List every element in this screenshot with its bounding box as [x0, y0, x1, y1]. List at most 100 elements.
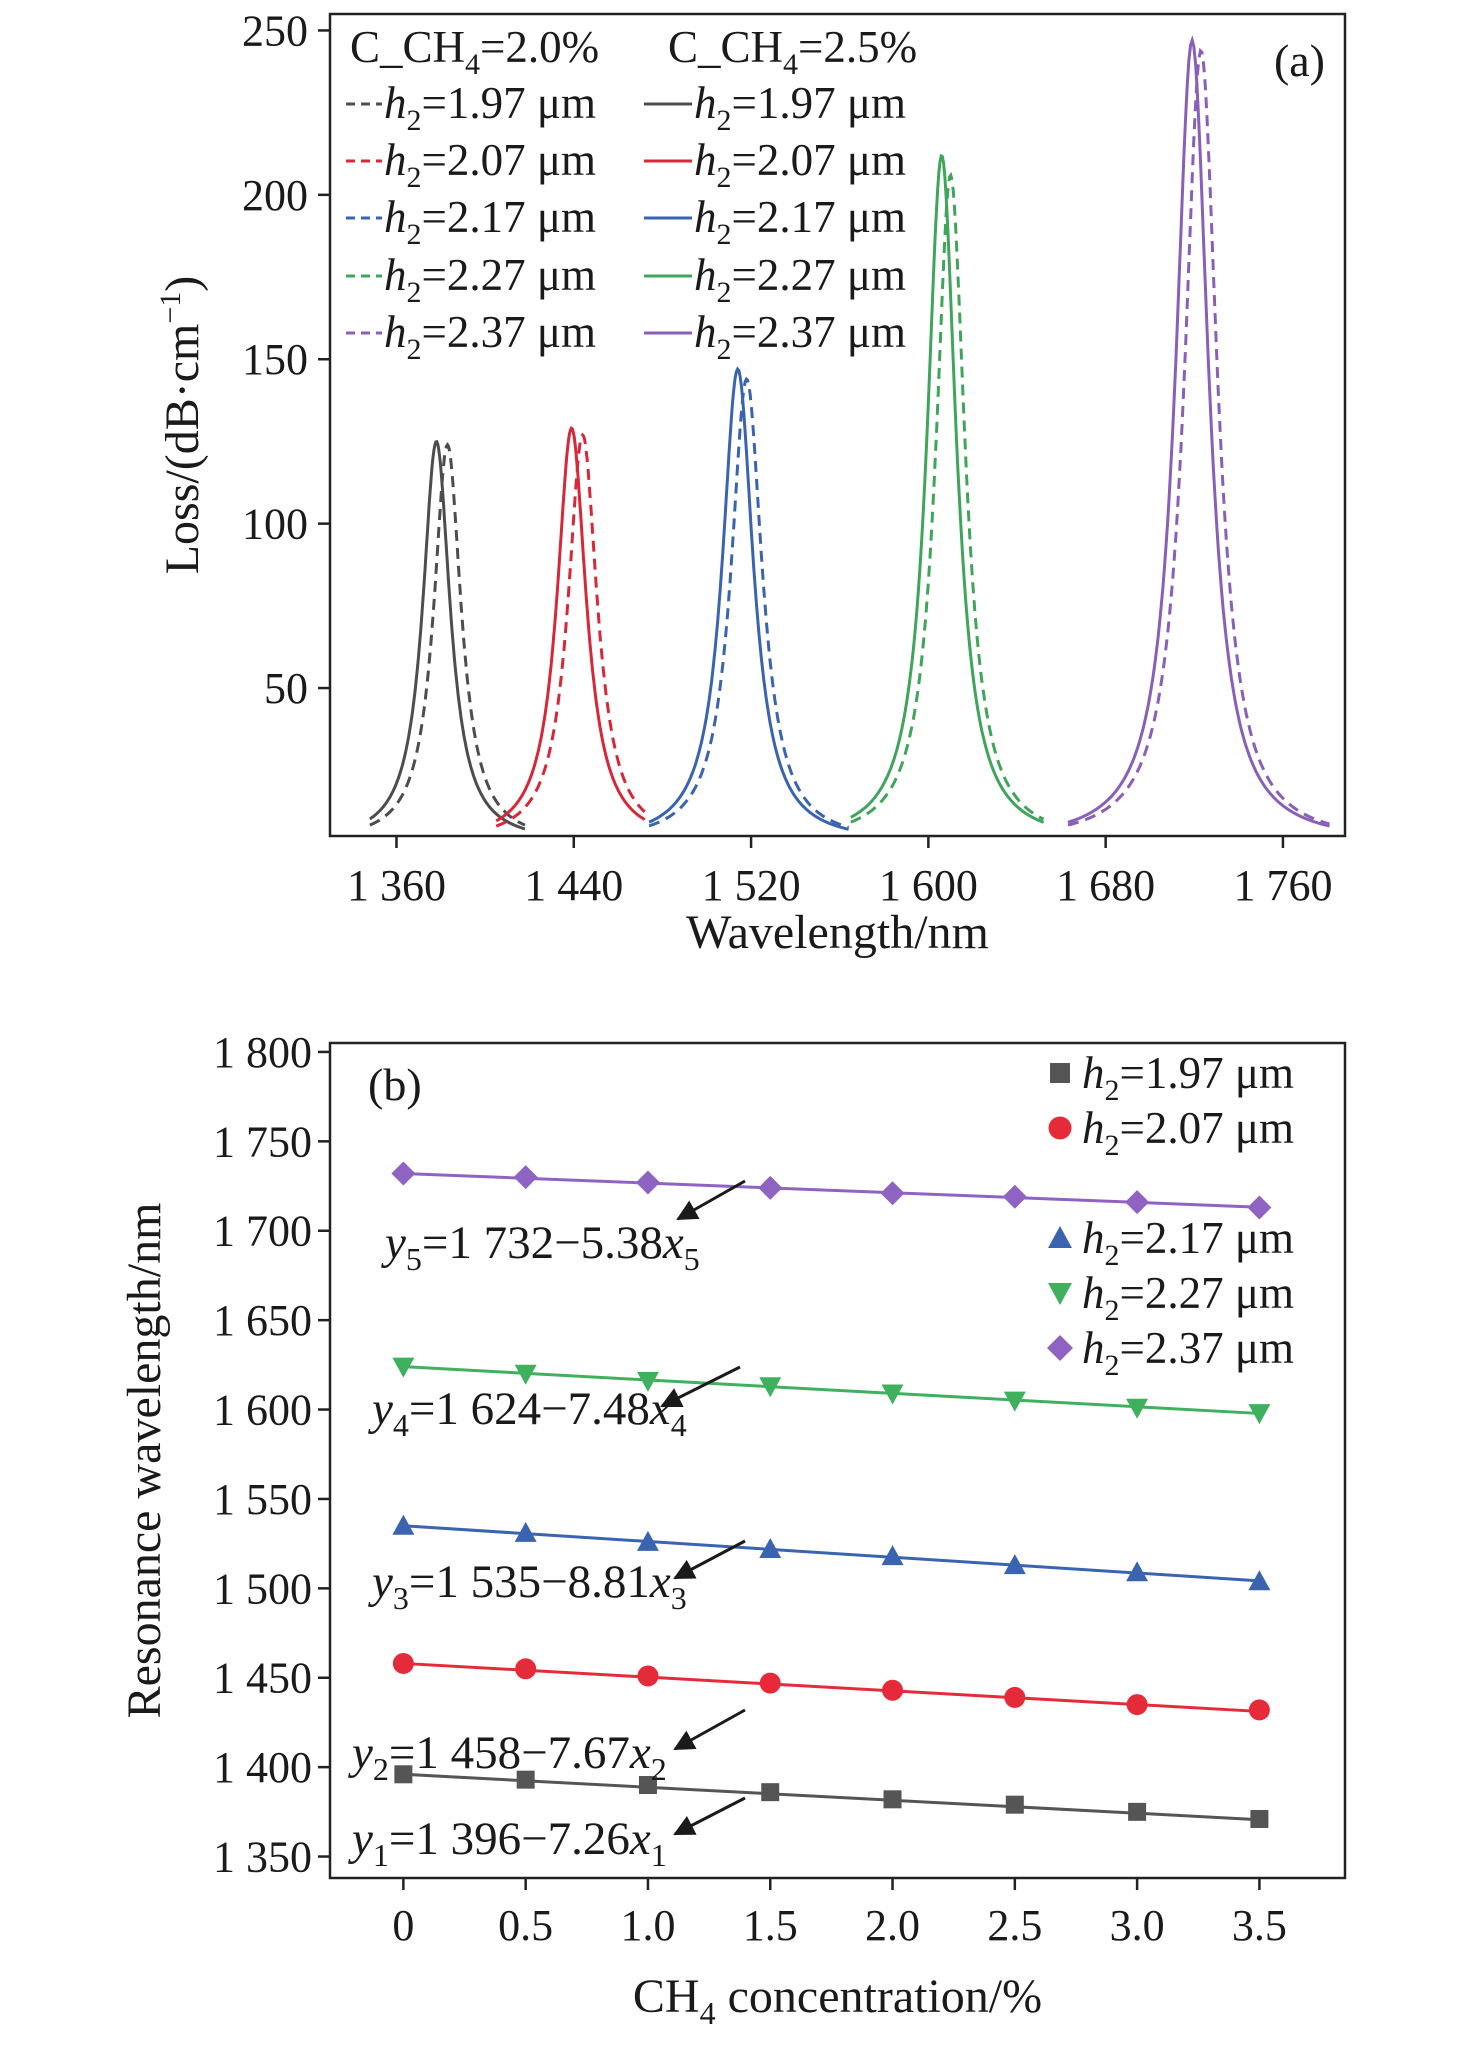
diamond-marker: [635, 1170, 660, 1195]
panel-label-b: (b): [368, 1059, 422, 1110]
diamond-marker: [391, 1161, 416, 1186]
square-marker: [883, 1790, 902, 1809]
triangle-down-marker: [514, 1364, 537, 1385]
triangle-down-marker: [1248, 1404, 1271, 1425]
x-axis-label: CH4 concentration/%: [633, 1970, 1042, 2031]
legend-entry-solid: h2=2.27 μm: [694, 250, 906, 309]
y-tick-label: 1 550: [213, 1475, 312, 1524]
series-line-1: [369, 442, 526, 827]
triangle-up-marker: [392, 1514, 415, 1535]
series-line-3: [495, 432, 646, 828]
panel-label-a: (a): [1274, 35, 1325, 86]
circle-marker: [392, 1652, 414, 1674]
x-axis-label: Wavelength/nm: [686, 906, 989, 959]
legend-entry: h2=2.17 μm: [1082, 1213, 1294, 1272]
legend-entry-solid: h2=2.07 μm: [694, 135, 906, 194]
y-tick-label: 200: [242, 171, 308, 220]
y-tick-label: 1 650: [213, 1296, 312, 1345]
triangle-up-marker: [1126, 1561, 1149, 1582]
diamond-marker: [1047, 1335, 1073, 1361]
series-line-8: [850, 153, 1045, 824]
y-tick-label: 100: [242, 500, 308, 549]
legend-entry: h2=2.37 μm: [1082, 1323, 1294, 1382]
diamond-marker: [1002, 1184, 1027, 1209]
triangle-down-marker: [636, 1371, 659, 1392]
triangle-up-marker: [1048, 1226, 1072, 1248]
chart-a: 1 360 1 440 1 520 1 600 1 680 1 760 50 100 150 20…: [154, 6, 1347, 959]
triangle-down-marker: [392, 1357, 415, 1378]
fit-equation-5: y5=1 732−5.38x5: [381, 1217, 700, 1277]
circle-marker: [882, 1679, 904, 1701]
fit-line-4: [403, 1365, 1260, 1415]
series-line-6: [648, 366, 849, 831]
circle-marker: [637, 1665, 659, 1687]
x-tick-label: 3.0: [1110, 1901, 1165, 1950]
legend-entry: h2=1.97 μm: [1082, 1048, 1294, 1107]
fit-equation-1: y1=1 396−7.26x1: [348, 1813, 667, 1873]
fit-line-3: [403, 1524, 1260, 1583]
triangle-down-marker: [1003, 1391, 1026, 1412]
legend-entry-solid: h2=2.17 μm: [694, 192, 906, 251]
x-tick-label: 1 600: [879, 861, 978, 910]
fit-line-2: [403, 1661, 1260, 1713]
square-marker: [1250, 1809, 1269, 1828]
y-tick-label: 1 500: [213, 1564, 312, 1613]
legend-entry: h2=2.27 μm: [1082, 1268, 1294, 1327]
circle-marker: [759, 1672, 781, 1694]
fit-equation-3: y3=1 535−8.81x3: [368, 1556, 687, 1616]
series-line-5: [648, 376, 850, 829]
series-line-10: [1067, 35, 1330, 828]
fit-line-5: [403, 1172, 1260, 1209]
fit-equation-2: y2=1 458−7.67x2: [348, 1727, 667, 1787]
plot-frame: [328, 1041, 1347, 1880]
triangle-down-marker: [759, 1377, 782, 1398]
legend-entry-dashed: h2=2.37 μm: [384, 307, 596, 366]
x-tick-label: 1 360: [347, 861, 446, 910]
series-line-2: [369, 439, 526, 831]
y-tick-label: 1 800: [213, 1028, 312, 1077]
diamond-marker: [1125, 1190, 1150, 1215]
annotation-arrow: [673, 1796, 746, 1836]
diamond-marker: [513, 1165, 538, 1190]
x-tick-label: 1.0: [620, 1901, 675, 1950]
annotation-arrow: [673, 1708, 746, 1751]
circle-marker: [1004, 1686, 1026, 1708]
y-tick-label: 1 350: [213, 1833, 312, 1882]
y-tick-label: 50: [264, 664, 308, 713]
square-marker: [1050, 1063, 1070, 1083]
triangle-up-marker: [1248, 1570, 1271, 1591]
y-tick-label: 1 450: [213, 1654, 312, 1703]
triangle-up-marker: [514, 1521, 537, 1542]
x-tick-label: 1.5: [743, 1901, 798, 1950]
triangle-down-marker: [881, 1384, 904, 1405]
circle-marker: [1126, 1694, 1148, 1716]
fit-line-1: [403, 1772, 1260, 1822]
series-line-4: [495, 426, 646, 823]
y-tick-label: 250: [242, 6, 308, 55]
annotation-arrow: [660, 1365, 741, 1408]
x-tick-label: 1 520: [702, 861, 801, 910]
plot-frame: [328, 12, 1347, 838]
y-tick-label: 150: [242, 335, 308, 384]
x-tick-label: 1 760: [1233, 861, 1332, 910]
triangle-up-marker: [1003, 1554, 1026, 1575]
x-tick-label: 3.5: [1232, 1901, 1287, 1950]
circle-marker: [1248, 1699, 1270, 1721]
x-tick-label: 0: [392, 1901, 414, 1950]
square-marker: [1128, 1802, 1147, 1821]
legend-entry-dashed: h2=2.17 μm: [384, 192, 596, 251]
legend-entry-dashed: h2=2.27 μm: [384, 250, 596, 309]
triangle-down-marker: [1126, 1398, 1149, 1419]
x-tick-label: 2.5: [987, 1901, 1042, 1950]
legend-a: C_CH4=2.0% C_CH4=2.5%h2=1.97 μm h2=1.97 μm…: [346, 22, 917, 366]
triangle-up-marker: [759, 1538, 782, 1559]
triangle-down-marker: [1048, 1283, 1072, 1305]
legend-header-dashed: C_CH4=2.0%: [350, 22, 599, 81]
legend-entry-dashed: h2=1.97 μm: [384, 78, 596, 137]
y-tick-label: 1 600: [213, 1386, 312, 1435]
legend-entry-dashed: h2=2.07 μm: [384, 135, 596, 194]
triangle-up-marker: [881, 1545, 904, 1566]
triangle-up-marker: [636, 1530, 659, 1551]
x-tick-label: 1 440: [524, 861, 623, 910]
square-marker: [516, 1770, 535, 1789]
